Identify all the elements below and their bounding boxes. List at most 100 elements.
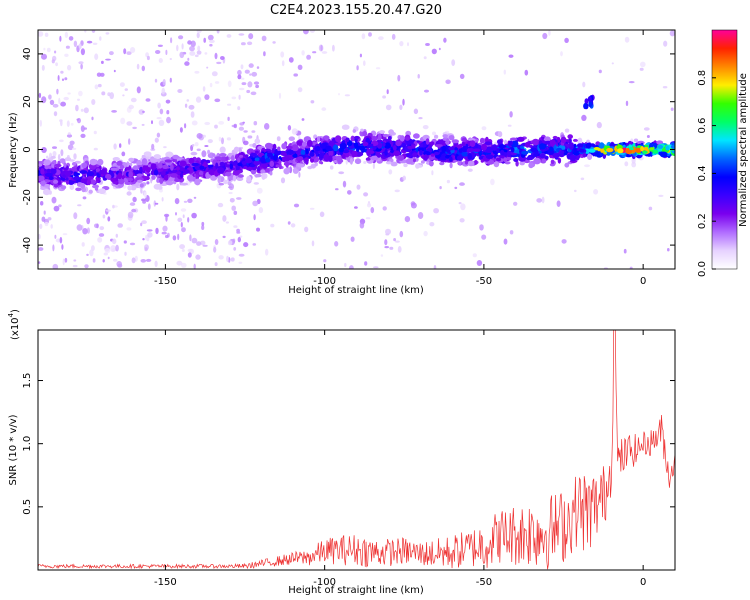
- heatmap-noise-blob: [119, 82, 125, 87]
- heatmap-noise-blob: [86, 217, 91, 225]
- heatmap-ridge-blob: [165, 151, 174, 158]
- heatmap-ridge-blob: [283, 168, 290, 175]
- heatmap-ridge-blob: [175, 166, 180, 171]
- heatmap-ridge-blob: [499, 144, 507, 148]
- heatmap-noise-blob: [203, 37, 206, 43]
- heatmap-noise-blob: [140, 187, 143, 194]
- heatmap-noise-blob: [580, 177, 585, 181]
- snr-y-ticks: 0.5 1.0 1.5: [22, 373, 675, 515]
- heatmap-noise-blob: [145, 98, 151, 102]
- heatmap-ridge-blob: [141, 154, 146, 159]
- heatmap-noise-blob: [454, 186, 458, 190]
- heatmap-noise-blob: [64, 53, 69, 57]
- heatmap-ridge-blob: [118, 178, 125, 185]
- heatmap-noise-blob: [382, 95, 386, 99]
- heatmap-noise-blob: [126, 51, 132, 55]
- heatmap-ridge-blob: [558, 153, 565, 158]
- heatmap-noise-blob: [593, 189, 599, 195]
- heatmap-ridge-blob: [127, 185, 132, 191]
- snr-y-tick-label: 0.5: [22, 499, 33, 515]
- heatmap-noise-blob: [141, 123, 145, 126]
- heatmap-noise-blob: [60, 149, 64, 157]
- heatmap-noise-blob: [176, 44, 179, 52]
- heatmap-noise-blob: [231, 96, 237, 100]
- heatmap-noise-blob: [40, 201, 44, 206]
- heatmap-ridge-blob: [254, 138, 261, 144]
- heatmap-noise-blob: [43, 210, 46, 215]
- heatmap-noise-blob: [214, 239, 219, 245]
- colorbar-tick-label: 0.4: [697, 165, 708, 181]
- heatmap-noise-blob: [67, 92, 71, 95]
- heatmap-noise-blob: [101, 60, 104, 64]
- heatmap-ridge-blob: [438, 139, 445, 144]
- heatmap-noise-blob: [204, 94, 210, 100]
- heatmap-ridge-blob: [163, 156, 170, 160]
- heatmap-noise-blob: [38, 31, 44, 37]
- heatmap-noise-blob: [38, 92, 42, 99]
- heatmap-ridge-blob: [186, 174, 194, 181]
- heatmap-noise-blob: [226, 255, 229, 263]
- heatmap-ridge-blob: [62, 174, 66, 179]
- heatmap-ridge-blob: [179, 160, 187, 167]
- snr-x-tick-label: -100: [313, 577, 336, 588]
- heatmap-noise-blob: [625, 100, 629, 106]
- heatmap-noise-blob: [190, 40, 196, 48]
- heatmap-noise-blob: [236, 231, 241, 234]
- heatmap-ridge-blob: [382, 142, 386, 147]
- heatmap-noise-blob: [52, 103, 59, 108]
- snr-frame: [37, 329, 676, 571]
- heatmap-y-tick-label: 20: [22, 95, 33, 108]
- heatmap-noise-blob: [407, 42, 409, 47]
- heatmap-noise-blob: [413, 108, 419, 115]
- heatmap-ridge-blob: [280, 152, 288, 157]
- heatmap-ridge-blob: [297, 163, 305, 168]
- heatmap-noise-blob: [382, 206, 387, 211]
- heatmap-noise-blob: [238, 87, 245, 91]
- heatmap-noise-blob: [80, 125, 85, 132]
- heatmap-ridge-blob: [136, 173, 144, 177]
- heatmap-noise-blob: [166, 116, 171, 124]
- heatmap-ridge-blob: [622, 144, 626, 148]
- heatmap-ridge-blob: [411, 144, 416, 149]
- heatmap-noise-blob: [181, 43, 184, 50]
- heatmap-ridge-blob: [48, 176, 54, 181]
- snr-x-axis-label: Height of straight line (km): [288, 585, 424, 596]
- heatmap-ridge-blob: [461, 137, 467, 143]
- heatmap-noise-blob: [175, 212, 177, 216]
- heatmap-ridge-blob: [124, 181, 132, 185]
- heatmap-ridge-blob: [105, 173, 112, 180]
- heatmap-noise-blob: [363, 192, 369, 197]
- heatmap-noise-blob: [159, 108, 164, 115]
- heatmap-ridge-blob: [500, 149, 505, 156]
- heatmap-noise-blob: [163, 146, 167, 149]
- heatmap-noise-blob: [241, 82, 247, 86]
- heatmap-ridge-blob: [390, 161, 398, 167]
- heatmap-ridge-blob: [208, 169, 214, 175]
- heatmap-noise-blob: [249, 73, 252, 76]
- heatmap-noise-blob: [218, 121, 225, 125]
- heatmap-noise-blob: [238, 126, 244, 131]
- heatmap-noise-blob: [78, 43, 82, 49]
- heatmap-ridge-blob: [153, 183, 162, 190]
- heatmap-ridge-blob: [649, 147, 655, 151]
- heatmap-noise-blob: [113, 69, 116, 73]
- heatmap-ridge-blob: [328, 149, 334, 157]
- heatmap-noise-blob: [218, 255, 224, 260]
- heatmap-ridge-blob: [145, 166, 151, 173]
- heatmap-noise-blob: [238, 94, 241, 100]
- heatmap-noise-blob: [366, 203, 372, 208]
- heatmap-noise-blob: [140, 222, 143, 227]
- heatmap-ridge-blob: [353, 142, 359, 148]
- heatmap-ridge-blob: [44, 172, 53, 177]
- heatmap-ridge-blob: [370, 136, 379, 141]
- heatmap-noise-blob: [146, 229, 153, 232]
- heatmap-noise-blob: [92, 42, 98, 45]
- colorbar-tick-label: 0.8: [697, 70, 708, 86]
- heatmap-noise-blob: [84, 264, 89, 269]
- heatmap-noise-blob: [104, 247, 111, 254]
- heatmap-ridge-blob: [528, 162, 534, 169]
- heatmap-noise-blob: [213, 246, 217, 253]
- heatmap-noise-blob: [96, 223, 99, 229]
- heatmap-ridge-blob: [53, 179, 59, 184]
- heatmap-noise-blob: [78, 61, 84, 65]
